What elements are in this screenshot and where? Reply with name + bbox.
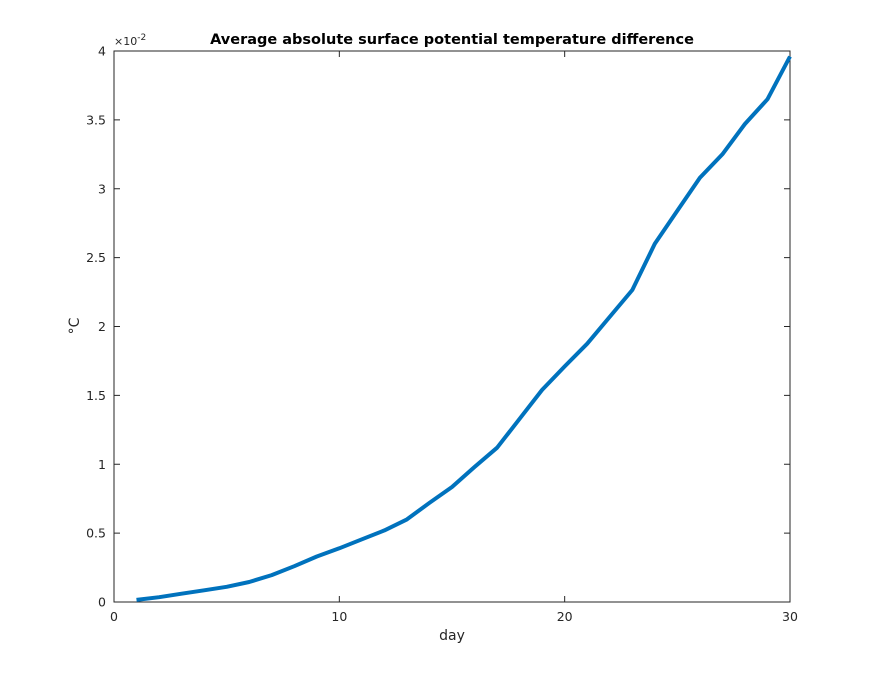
x-axis-ticks: 0 10 20 30 xyxy=(110,51,798,624)
y-tick-label: 2.5 xyxy=(86,250,106,265)
y-exponent-base: ×10 xyxy=(114,35,137,48)
chart-title: Average absolute surface potential tempe… xyxy=(210,32,694,48)
plot-area xyxy=(113,50,791,603)
y-tick-label: 0 xyxy=(98,595,106,610)
series-line xyxy=(136,55,792,602)
y-tick-label: 0.5 xyxy=(86,526,106,541)
x-tick-label: 10 xyxy=(331,609,347,624)
x-tick-label: 20 xyxy=(557,609,573,624)
series-layer xyxy=(136,55,792,602)
x-axis-label: day xyxy=(439,628,465,644)
y-tick-label: 1 xyxy=(98,457,106,472)
y-tick-label: 3.5 xyxy=(86,112,106,127)
x-tick-label: 30 xyxy=(782,609,798,624)
y-axis-ticks: 0 0.5 1 1.5 2 2.5 3 3.5 4 xyxy=(86,44,790,610)
x-tick-label: 0 xyxy=(110,609,118,624)
y-tick-label: 2 xyxy=(98,319,106,334)
y-exponent-power: -2 xyxy=(137,33,146,43)
y-exponent-label: ×10-2 xyxy=(114,33,146,48)
y-tick-label: 3 xyxy=(98,181,106,196)
y-tick-label: 4 xyxy=(98,44,106,59)
y-tick-label: 1.5 xyxy=(86,388,106,403)
y-axis-label: °C xyxy=(67,317,83,334)
